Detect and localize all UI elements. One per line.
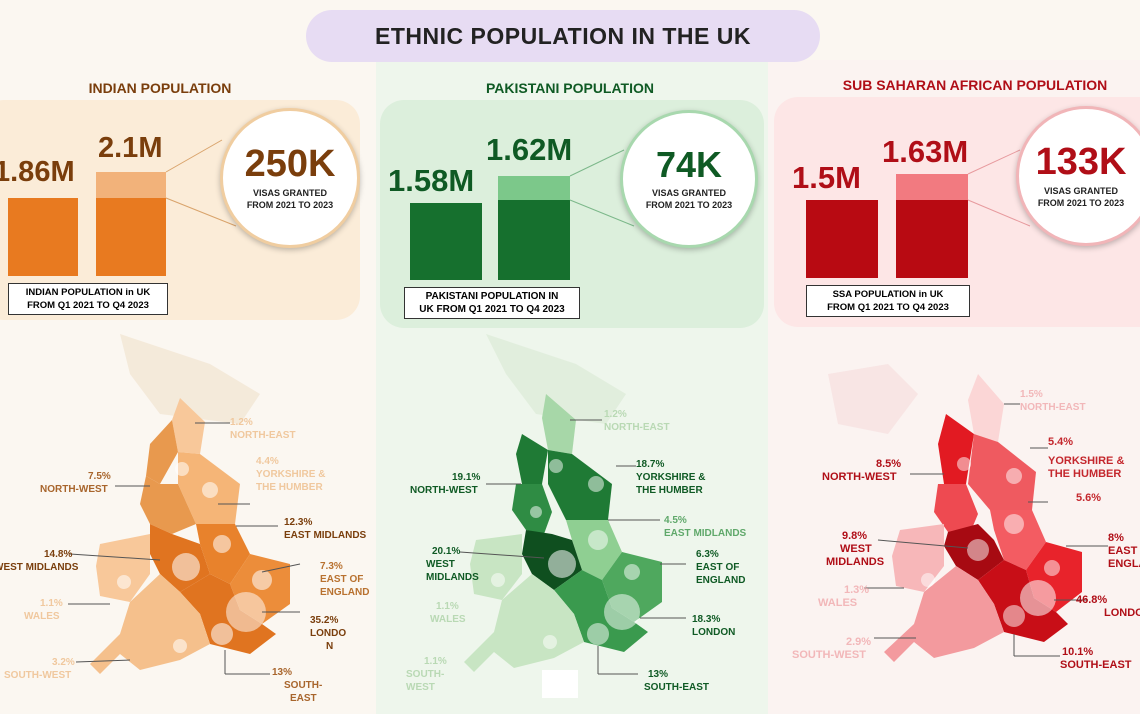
pakistani-2023-bar bbox=[498, 200, 570, 280]
ssa-label-north-west: 8.5% NORTH-WEST bbox=[822, 458, 902, 483]
ssa-label-east-midlands: 5.6% bbox=[1076, 492, 1102, 504]
pakistani-label-south-west: 1.1% SOUTH- WEST bbox=[406, 656, 447, 693]
ssa-2021-bar bbox=[806, 200, 878, 278]
pakistani-label-wales: 1.1% WALES bbox=[430, 601, 466, 625]
ssa-2023-bar bbox=[896, 200, 968, 278]
pakistani-label-east-midlands: 4.5% EAST MIDLANDS bbox=[664, 515, 747, 539]
ssa-label-wales: 1.3% WALES bbox=[818, 584, 870, 609]
indian-label-london: 35.2% LONDO N bbox=[310, 615, 347, 652]
pakistani-2023-value: 1.62M bbox=[486, 132, 573, 167]
ssa-2023-value: 1.63M bbox=[882, 134, 969, 169]
pakistani-label-south-east: 13% SOUTH-EAST bbox=[644, 669, 709, 693]
ssa-label-south-west: 2.9% SOUTH-WEST bbox=[792, 636, 872, 661]
indian-2021-value: 1.86M bbox=[0, 156, 75, 188]
ssa-label-east-of-england: 8%EASTENGLA bbox=[1108, 532, 1140, 570]
indian-map bbox=[68, 334, 301, 675]
pakistani-box-line2: UK FROM Q1 2021 TO Q4 2023 bbox=[419, 304, 565, 315]
pakistani-visas-caption: VISAS GRANTED FROM 2021 TO 2023 bbox=[645, 188, 733, 210]
pakistani-box-label: PAKISTANI POPULATION IN UK FROM Q1 2021 … bbox=[404, 287, 580, 319]
indian-label-south-west: 3.2% SOUTH-WEST bbox=[4, 657, 75, 681]
ssa-box-line1: SSA POPULATION in UK bbox=[832, 289, 944, 300]
ssa-growth-bar bbox=[896, 174, 968, 200]
pakistani-visas-circle: 74K VISAS GRANTED FROM 2021 TO 2023 bbox=[620, 110, 758, 248]
ssa-heading: SUB SAHARAN AFRICAN POPULATION bbox=[842, 77, 1108, 93]
pakistani-label-east-of-england: 6.3% EAST OF ENGLAND bbox=[696, 549, 746, 586]
ssa-label-west-midlands: 9.8% WEST MIDLANDS bbox=[826, 530, 885, 568]
ssa-label-london: 46.8% LONDO bbox=[1076, 594, 1140, 619]
indian-label-south-east: 13% SOUTH- EAST bbox=[272, 667, 323, 704]
ssa-2021-value: 1.5M bbox=[792, 160, 861, 195]
indian-label-north-west: 7.5% NORTH-WEST bbox=[40, 471, 111, 495]
pakistani-map bbox=[459, 334, 686, 698]
indian-2023-value: 2.1M bbox=[98, 132, 163, 164]
pakistani-2021-bar bbox=[410, 203, 482, 280]
ssa-box-label: SSA POPULATION in UK FROM Q1 2021 TO Q4 … bbox=[806, 285, 970, 317]
indian-label-west-midlands: 14.8% WEST MIDLANDS bbox=[0, 549, 79, 573]
indian-heading: INDIAN POPULATION bbox=[88, 80, 232, 96]
ssa-label-north-east: 1.5% NORTH-EAST bbox=[1020, 389, 1086, 413]
indian-label-wales: 1.1% WALES bbox=[24, 598, 63, 622]
indian-2021-bar bbox=[8, 198, 78, 276]
pakistani-label-north-west: 19.1% NORTH-WEST bbox=[410, 472, 481, 496]
indian-visas-caption: VISAS GRANTED FROM 2021 TO 2023 bbox=[246, 188, 334, 210]
ssa-visas-caption: VISAS GRANTED FROM 2021 TO 2023 bbox=[1037, 186, 1125, 208]
ssa-visas-circle: 133K VISAS GRANTED FROM 2021 TO 2023 bbox=[1016, 106, 1140, 246]
indian-box-line2: FROM Q1 2021 TO Q4 2023 bbox=[27, 300, 149, 311]
indian-2023-bar bbox=[96, 198, 166, 276]
indian-box-label: INDIAN POPULATION in UK FROM Q1 2021 TO … bbox=[8, 283, 168, 315]
pakistani-heading: PAKISTANI POPULATION bbox=[486, 80, 654, 96]
ssa-label-yorkshire: 5.4% YORKSHIRE & THE HUMBER bbox=[1048, 436, 1125, 480]
ssa-map bbox=[828, 364, 1108, 662]
pakistani-visas-number: 74K bbox=[655, 144, 723, 185]
pakistani-2021-value: 1.58M bbox=[388, 163, 475, 198]
indian-label-east-midlands: 12.3% EAST MIDLANDS bbox=[284, 517, 367, 541]
ssa-box-line2: FROM Q1 2021 TO Q4 2023 bbox=[827, 302, 949, 313]
indian-label-yorkshire: 4.4% YORKSHIRE & THE HUMBER bbox=[256, 456, 326, 493]
pakistani-box-line1: PAKISTANI POPULATION IN bbox=[425, 291, 559, 302]
ssa-label-south-east: 10.1% SOUTH-EAST bbox=[1060, 646, 1132, 671]
pakistani-label-west-midlands: 20.1% WEST MIDLANDS bbox=[426, 546, 479, 583]
indian-label-east-of-england: 7.3% EAST OF ENGLAND bbox=[320, 561, 370, 598]
indian-visas-number: 250K bbox=[244, 143, 336, 185]
page-title: ETHNIC POPULATION IN THE UK bbox=[306, 10, 820, 62]
ssa-visas-number: 133K bbox=[1035, 141, 1127, 183]
indian-growth-bar bbox=[96, 172, 166, 198]
indian-box-line1: INDIAN POPULATION in UK bbox=[25, 287, 151, 298]
pakistani-label-yorkshire: 18.7% YORKSHIRE & THE HUMBER bbox=[636, 459, 706, 496]
pakistani-label-london: 18.3% LONDON bbox=[692, 614, 736, 638]
indian-label-north-east: 1.2% NORTH-EAST bbox=[230, 417, 296, 441]
pakistani-label-north-east: 1.2% NORTH-EAST bbox=[604, 409, 670, 433]
indian-visas-circle: 250K VISAS GRANTED FROM 2021 TO 2023 bbox=[220, 108, 360, 248]
pakistani-growth-bar bbox=[498, 176, 570, 200]
